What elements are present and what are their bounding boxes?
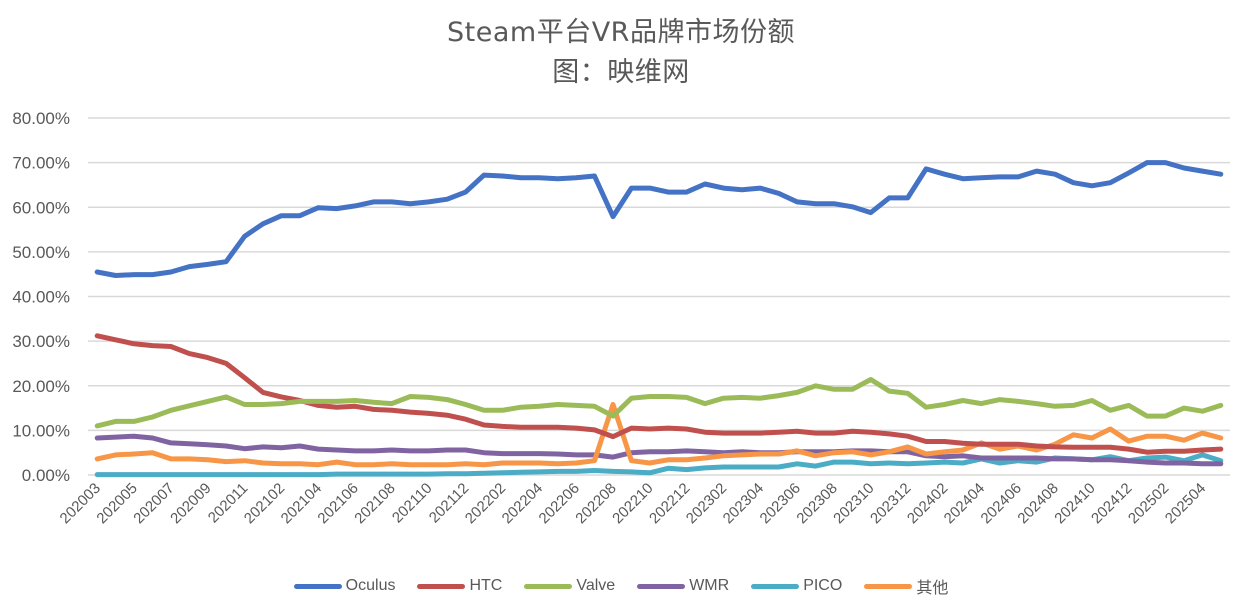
x-tick-label: 202302 [683, 480, 730, 527]
legend-item: Valve [524, 574, 615, 598]
y-tick-label: 10.00% [12, 421, 70, 440]
x-tick-label: 202005 [93, 480, 140, 527]
series-line-WMR [94, 433, 1224, 467]
series-line-PICO [94, 452, 1224, 478]
legend-item: 其他 [864, 574, 948, 598]
y-tick-label: 20.00% [12, 377, 70, 396]
x-tick-label: 202102 [241, 480, 288, 527]
x-tick-label: 202312 [867, 480, 914, 527]
legend-item: Oculus [293, 574, 396, 598]
chart-title: Steam平台VR品牌市场份额 [447, 17, 795, 48]
legend-swatch [637, 583, 686, 589]
x-tick-label: 202007 [130, 480, 177, 527]
x-tick-label: 202410 [1051, 480, 1098, 527]
x-tick-label: 202212 [646, 480, 693, 527]
y-tick-label: 30.00% [12, 332, 70, 351]
x-tick-label: 202009 [167, 480, 214, 527]
y-tick-label: 70.00% [12, 154, 70, 173]
legend-swatch [417, 583, 466, 589]
x-tick-label: 202504 [1162, 480, 1209, 527]
legend-label: WMR [689, 577, 730, 594]
x-tick-label: 202310 [830, 480, 877, 527]
x-tick-label: 202308 [793, 480, 840, 527]
x-tick-label: 202412 [1088, 480, 1135, 527]
legend-label: Oculus [345, 577, 396, 594]
y-tick-label: 0.00% [22, 466, 70, 485]
legend-label: HTC [469, 577, 503, 594]
x-tick-label: 202502 [1125, 480, 1172, 527]
legend-swatch [864, 583, 913, 589]
x-tick-label: 202108 [351, 480, 398, 527]
x-tick-label: 202304 [720, 480, 767, 527]
legend-label: 其他 [916, 580, 949, 597]
legend-swatch [751, 583, 800, 589]
x-tick-label: 202110 [389, 480, 436, 527]
y-tick-label: 40.00% [12, 288, 70, 307]
legend-item: WMR [637, 574, 729, 598]
y-tick-label: 80.00% [12, 109, 70, 128]
legend-swatch [293, 583, 342, 589]
series-line-其他 [94, 402, 1224, 468]
x-tick-label: 202404 [941, 480, 988, 527]
legend-item: PICO [751, 574, 842, 598]
x-tick-label: 202402 [904, 480, 951, 527]
x-tick-label: 202208 [572, 480, 619, 527]
x-tick-label: 202204 [499, 480, 546, 527]
legend-swatch [524, 583, 573, 589]
x-tick-label: 202408 [1014, 480, 1061, 527]
legend-label: PICO [803, 577, 843, 594]
x-tick-label: 202406 [978, 480, 1025, 527]
x-tick-label: 202104 [278, 480, 325, 527]
legend: Oculus HTC Valve WMR PICO 其他 [0, 574, 1242, 598]
y-tick-label: 60.00% [12, 198, 70, 217]
series-line-Valve [94, 377, 1224, 429]
series-line-HTC [94, 333, 1224, 455]
x-tick-label: 202306 [757, 480, 804, 527]
x-tick-label: 202206 [536, 480, 583, 527]
x-tick-label: 202202 [462, 480, 509, 527]
x-tick-label: 202003 [57, 480, 104, 527]
series-line-Oculus [94, 160, 1224, 278]
chart-subtitle: 图：映维网 [552, 57, 690, 88]
legend-item: HTC [417, 574, 502, 598]
x-tick-label: 202106 [314, 480, 361, 527]
legend-label: Valve [576, 577, 616, 594]
x-tick-label: 202210 [609, 480, 656, 527]
y-tick-label: 50.00% [12, 243, 70, 262]
